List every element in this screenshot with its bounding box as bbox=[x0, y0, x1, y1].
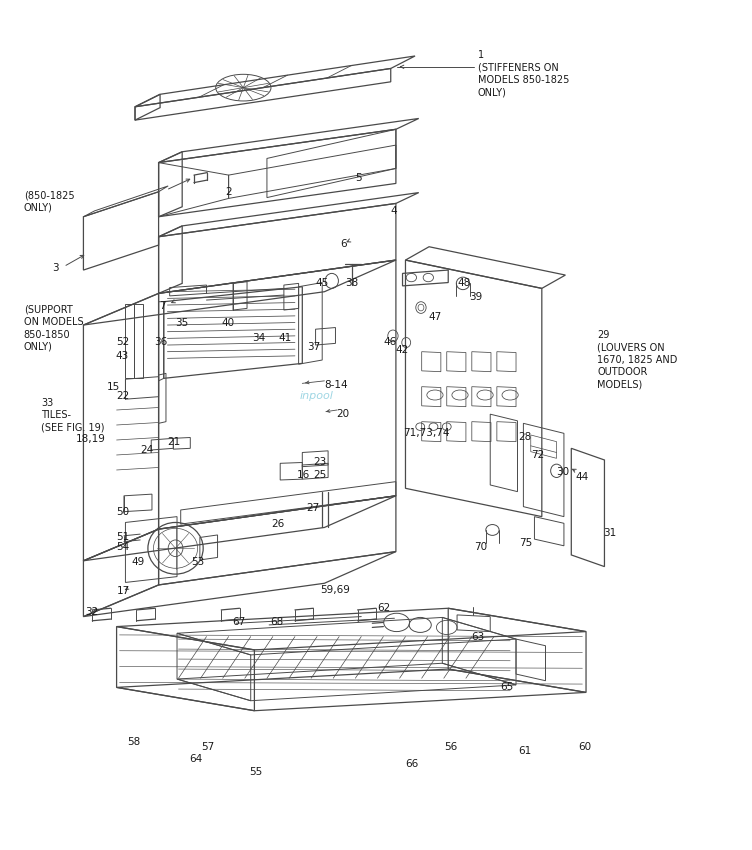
Text: 49: 49 bbox=[132, 558, 144, 568]
Text: 20: 20 bbox=[336, 409, 350, 419]
Text: 44: 44 bbox=[575, 473, 588, 483]
Text: 42: 42 bbox=[396, 345, 409, 355]
Text: 24: 24 bbox=[140, 445, 153, 455]
Text: 62: 62 bbox=[378, 604, 391, 613]
Text: 55: 55 bbox=[249, 768, 262, 778]
Text: 38: 38 bbox=[345, 278, 358, 287]
Text: 33
TILES-
(SEE FIG. 19): 33 TILES- (SEE FIG. 19) bbox=[41, 398, 105, 433]
Text: 22: 22 bbox=[117, 391, 130, 401]
Text: 4: 4 bbox=[391, 206, 397, 216]
Text: 63: 63 bbox=[471, 632, 484, 643]
Text: 61: 61 bbox=[518, 745, 532, 756]
Text: 25: 25 bbox=[314, 470, 326, 480]
Text: 72: 72 bbox=[531, 450, 544, 460]
Text: 56: 56 bbox=[444, 742, 457, 752]
Text: 54: 54 bbox=[117, 541, 130, 552]
Text: 58: 58 bbox=[127, 737, 140, 746]
Text: 43: 43 bbox=[116, 351, 129, 361]
Text: (SUPPORT
ON MODELS
850-1850
ONLY): (SUPPORT ON MODELS 850-1850 ONLY) bbox=[24, 305, 83, 352]
Text: 39: 39 bbox=[469, 292, 483, 302]
Text: inpool: inpool bbox=[300, 391, 334, 401]
Text: 2: 2 bbox=[225, 187, 232, 196]
Text: 34: 34 bbox=[252, 333, 265, 343]
Text: 3: 3 bbox=[52, 264, 59, 274]
Text: 53: 53 bbox=[191, 558, 205, 568]
Text: 71,73,74: 71,73,74 bbox=[403, 428, 450, 439]
Text: 27: 27 bbox=[307, 503, 320, 513]
Text: 75: 75 bbox=[519, 538, 532, 548]
Text: 6: 6 bbox=[341, 239, 347, 249]
Text: 5: 5 bbox=[356, 173, 362, 184]
Text: 70: 70 bbox=[474, 541, 487, 552]
Text: 64: 64 bbox=[190, 754, 203, 764]
Text: 60: 60 bbox=[578, 742, 591, 752]
Text: 35: 35 bbox=[175, 318, 189, 327]
Text: 66: 66 bbox=[405, 759, 419, 769]
Text: 29
(LOUVERS ON
1670, 1825 AND
OUTDOOR
MODELS): 29 (LOUVERS ON 1670, 1825 AND OUTDOOR MO… bbox=[597, 331, 678, 390]
Text: (850-1825
ONLY): (850-1825 ONLY) bbox=[24, 190, 74, 213]
Text: 48: 48 bbox=[458, 278, 471, 287]
Text: 15: 15 bbox=[107, 382, 120, 392]
Text: 30: 30 bbox=[556, 468, 570, 478]
Text: 23: 23 bbox=[314, 457, 326, 468]
Text: 37: 37 bbox=[307, 342, 320, 352]
Text: 46: 46 bbox=[384, 337, 396, 347]
Text: 18,19: 18,19 bbox=[75, 434, 105, 445]
Text: 67: 67 bbox=[232, 616, 246, 626]
Text: 31: 31 bbox=[603, 529, 616, 538]
Text: 45: 45 bbox=[316, 278, 329, 287]
Text: 51: 51 bbox=[117, 532, 130, 542]
Text: 40: 40 bbox=[221, 318, 235, 327]
Text: 59,69: 59,69 bbox=[320, 585, 350, 595]
Text: 65: 65 bbox=[500, 683, 513, 693]
Text: 16: 16 bbox=[296, 470, 310, 480]
Text: 7: 7 bbox=[159, 301, 166, 311]
Text: 8-14: 8-14 bbox=[324, 380, 348, 390]
Text: 68: 68 bbox=[271, 616, 284, 626]
Text: 52: 52 bbox=[117, 337, 130, 347]
Text: 57: 57 bbox=[202, 742, 214, 752]
Text: 41: 41 bbox=[278, 333, 291, 343]
Text: 47: 47 bbox=[429, 312, 441, 321]
Text: 17: 17 bbox=[117, 586, 130, 596]
Text: 1
(STIFFENERS ON
MODELS 850-1825
ONLY): 1 (STIFFENERS ON MODELS 850-1825 ONLY) bbox=[478, 50, 569, 97]
Text: 36: 36 bbox=[154, 337, 168, 347]
Text: 26: 26 bbox=[271, 519, 284, 530]
Text: 21: 21 bbox=[168, 437, 180, 446]
Text: 50: 50 bbox=[117, 507, 129, 517]
Text: 32: 32 bbox=[85, 607, 99, 616]
Text: 28: 28 bbox=[518, 433, 532, 443]
